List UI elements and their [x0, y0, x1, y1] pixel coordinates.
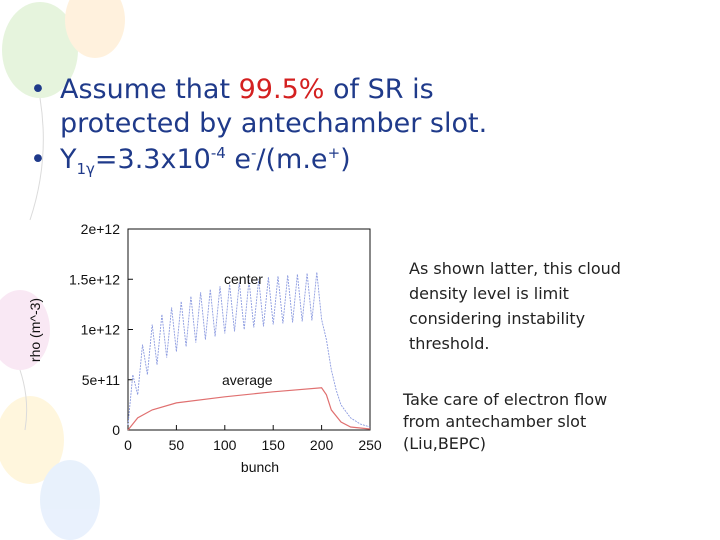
- note-line: threshold.: [409, 334, 489, 353]
- series-line: [127, 272, 371, 428]
- note-line: considering instability: [409, 309, 585, 328]
- bullet-text: Y1γ=3.3x10-4 e-/(m.e+): [59, 144, 351, 178]
- x-tick-label: 100: [213, 437, 237, 453]
- note-line: density level is limit: [409, 284, 569, 303]
- superscript: -: [251, 144, 256, 162]
- series-line: [127, 387, 371, 431]
- text: =3.3x10: [95, 144, 211, 175]
- superscript: -4: [211, 144, 226, 162]
- x-tick-label: 200: [310, 437, 334, 453]
- subscript: 1γ: [77, 160, 96, 178]
- series-label: average: [222, 372, 273, 388]
- y-tick-label: 1.5e+12: [69, 271, 120, 287]
- y-axis-label: rho (m^-3): [27, 298, 43, 362]
- y-tick-label: 2e+12: [81, 221, 121, 237]
- bullet: •: [30, 74, 46, 105]
- series-label: center: [224, 271, 263, 287]
- x-tick-label: 250: [358, 437, 382, 453]
- text: /(m.e: [256, 144, 327, 175]
- x-axis-label: bunch: [241, 459, 279, 475]
- note-line: (Liu,BEPC): [403, 434, 486, 453]
- note-line: from antechamber slot: [403, 412, 586, 431]
- x-tick-label: 150: [262, 437, 286, 453]
- highlight: 99.5%: [239, 74, 325, 105]
- y-tick-label: 1e+12: [81, 322, 121, 338]
- bullet: •: [30, 144, 46, 175]
- balloons: [0, 0, 125, 540]
- note-line: Take care of electron flow: [402, 390, 607, 409]
- x-tick-label: 50: [169, 437, 185, 453]
- text: ): [340, 144, 351, 175]
- y-tick-label: 0: [112, 422, 120, 438]
- bullet-text: Assume that 99.5% of SR is: [60, 74, 434, 105]
- superscript: +: [328, 144, 341, 162]
- plot-frame: [127, 228, 371, 431]
- text: e: [226, 144, 251, 175]
- text: of SR is: [324, 74, 433, 105]
- bullet-text: protected by antechamber slot.: [60, 108, 487, 139]
- text: Assume that: [60, 74, 239, 105]
- text: Y: [59, 144, 77, 175]
- notes: As shown latter, this cloud density level…: [402, 259, 621, 453]
- y-tick-label: 5e+11: [82, 372, 120, 388]
- chart: bunch rho (m^-3) 0 50 100 150 200 250 0 5e+11 1e…: [27, 221, 382, 475]
- x-tick-label: 0: [124, 437, 132, 453]
- note-line: As shown latter, this cloud: [409, 259, 621, 278]
